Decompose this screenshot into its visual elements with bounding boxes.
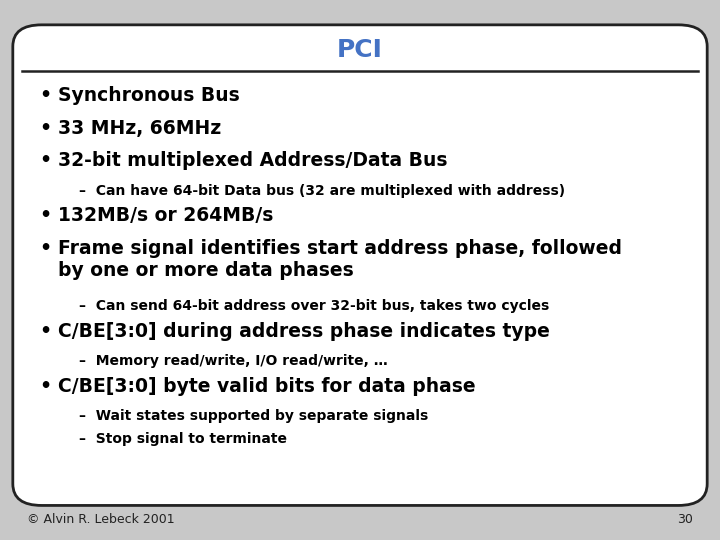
Text: 132MB/s or 264MB/s: 132MB/s or 264MB/s <box>58 206 273 225</box>
Text: C/BE[3:0] byte valid bits for data phase: C/BE[3:0] byte valid bits for data phase <box>58 377 475 396</box>
Text: 33 MHz, 66MHz: 33 MHz, 66MHz <box>58 119 221 138</box>
Text: •: • <box>40 86 52 105</box>
Text: C/BE[3:0] during address phase indicates type: C/BE[3:0] during address phase indicates… <box>58 322 549 341</box>
Text: •: • <box>40 119 52 138</box>
Text: © Alvin R. Lebeck 2001: © Alvin R. Lebeck 2001 <box>27 513 175 526</box>
Text: PCI: PCI <box>337 38 383 62</box>
Text: Frame signal identifies start address phase, followed
by one or more data phases: Frame signal identifies start address ph… <box>58 239 621 280</box>
Text: –  Memory read/write, I/O read/write, …: – Memory read/write, I/O read/write, … <box>79 354 388 368</box>
Text: –  Can send 64-bit address over 32-bit bus, takes two cycles: – Can send 64-bit address over 32-bit bu… <box>79 299 549 313</box>
Text: –  Stop signal to terminate: – Stop signal to terminate <box>79 432 287 446</box>
Text: •: • <box>40 239 52 258</box>
Text: •: • <box>40 151 52 170</box>
Text: •: • <box>40 377 52 396</box>
Text: Synchronous Bus: Synchronous Bus <box>58 86 239 105</box>
Text: •: • <box>40 322 52 341</box>
Text: •: • <box>40 206 52 225</box>
Text: –  Wait states supported by separate signals: – Wait states supported by separate sign… <box>79 409 428 423</box>
FancyBboxPatch shape <box>13 25 707 505</box>
Text: 30: 30 <box>677 513 693 526</box>
Text: 32-bit multiplexed Address/Data Bus: 32-bit multiplexed Address/Data Bus <box>58 151 447 170</box>
Text: –  Can have 64-bit Data bus (32 are multiplexed with address): – Can have 64-bit Data bus (32 are multi… <box>79 184 565 198</box>
